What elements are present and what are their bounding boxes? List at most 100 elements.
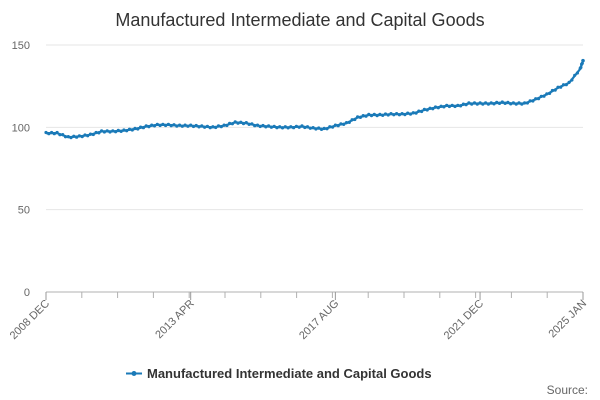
series-point <box>122 128 126 132</box>
y-tick-label-150: 150 <box>12 40 30 52</box>
series-point <box>580 61 584 65</box>
series-point <box>200 124 204 128</box>
series-point <box>66 135 70 139</box>
series-point <box>127 127 132 131</box>
series-point <box>361 114 365 118</box>
series-point <box>216 124 221 128</box>
series-point <box>528 99 532 103</box>
series-point <box>203 125 207 129</box>
series-point <box>77 134 81 138</box>
series-point <box>531 99 535 103</box>
series-point <box>292 126 296 130</box>
series-point <box>472 101 477 105</box>
y-tick-label-0: 0 <box>24 287 30 299</box>
series-point <box>564 83 568 87</box>
series-point <box>495 100 499 104</box>
x-tick-label-2: 2017 AUG <box>297 298 341 342</box>
series-point <box>214 125 218 130</box>
series-point <box>253 124 257 128</box>
series-point <box>336 124 340 128</box>
series-point <box>439 104 443 108</box>
series-point <box>489 101 493 105</box>
series-point <box>442 105 446 109</box>
series-point <box>436 106 440 110</box>
series-point <box>561 83 566 87</box>
series-point <box>545 92 549 96</box>
series-point <box>272 124 276 128</box>
series-point <box>297 125 301 129</box>
x-tick-label-4: 2025 JAN <box>546 298 589 341</box>
series-point <box>63 135 68 139</box>
series-point <box>114 130 118 134</box>
series-point <box>475 102 479 106</box>
series-point <box>381 113 385 117</box>
series-point <box>559 85 563 89</box>
series-point <box>375 114 379 118</box>
series-point <box>278 125 282 129</box>
series-point <box>520 102 524 106</box>
series-point <box>369 114 374 118</box>
series-point <box>164 123 168 128</box>
series-point <box>269 125 273 129</box>
series-point <box>239 120 243 124</box>
series-point <box>383 112 388 116</box>
series-point <box>100 129 104 133</box>
series-point <box>492 102 496 106</box>
series-point <box>464 103 468 107</box>
series-point <box>300 124 304 128</box>
series-point <box>311 126 315 130</box>
series-point <box>319 127 324 131</box>
series-point <box>75 135 79 139</box>
series-point <box>509 102 513 106</box>
series-point <box>83 133 87 137</box>
series-point <box>470 102 474 106</box>
series-line-0 <box>46 60 585 139</box>
series-point <box>280 126 285 130</box>
series-point <box>431 107 435 111</box>
series-point <box>47 132 51 136</box>
y-tick-label-50: 50 <box>18 205 30 217</box>
series-point <box>208 126 212 130</box>
series-point <box>267 124 271 128</box>
series-point <box>367 112 371 116</box>
series-point <box>80 135 84 139</box>
series-point <box>389 112 393 116</box>
series-point <box>428 106 432 110</box>
series-point <box>55 130 59 135</box>
series-point <box>356 115 360 119</box>
series-point <box>339 122 343 126</box>
series-point <box>408 112 413 116</box>
series-point <box>573 73 577 77</box>
series-point <box>275 126 279 130</box>
series-point <box>150 123 154 127</box>
series-point <box>161 122 165 126</box>
series-point <box>303 125 307 130</box>
series-point <box>539 94 543 98</box>
x-tick-label-3: 2021 DEC <box>442 298 486 342</box>
source-label: Source: <box>547 383 588 397</box>
series-point <box>395 112 399 116</box>
series-point <box>556 85 560 89</box>
series-point <box>420 109 424 114</box>
legend[interactable]: Manufactured Intermediate and Capital Go… <box>126 366 432 381</box>
series-point <box>317 126 321 130</box>
series-point <box>141 126 145 130</box>
series-point <box>102 130 106 134</box>
y-tick-label-100: 100 <box>12 122 30 134</box>
series-point <box>61 133 65 137</box>
series-point <box>175 124 179 128</box>
series-point <box>111 129 115 133</box>
series-point <box>550 88 555 93</box>
series-point <box>294 124 298 128</box>
series-point <box>133 126 137 130</box>
series-point <box>344 121 349 125</box>
series-point <box>166 122 170 126</box>
legend-label[interactable]: Manufactured Intermediate and Capital Go… <box>147 366 432 381</box>
series-point <box>211 125 215 129</box>
series-point <box>230 122 234 126</box>
series-point <box>525 101 530 105</box>
series-point <box>478 101 482 105</box>
series-point <box>548 91 552 95</box>
series-point <box>350 118 354 122</box>
